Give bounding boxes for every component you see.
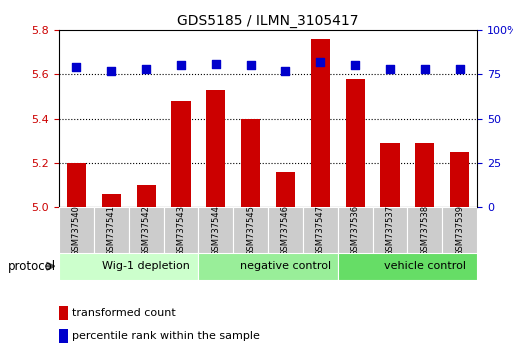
Bar bbox=[102, 194, 121, 207]
Text: GSM737540: GSM737540 bbox=[72, 205, 81, 256]
Bar bbox=[450, 152, 469, 207]
Point bbox=[421, 66, 429, 72]
Point bbox=[456, 66, 464, 72]
Bar bbox=[164, 207, 199, 253]
Bar bbox=[338, 253, 477, 280]
Point bbox=[72, 64, 81, 70]
Text: Wig-1 depletion: Wig-1 depletion bbox=[102, 261, 190, 272]
Bar bbox=[407, 207, 442, 253]
Text: GSM737537: GSM737537 bbox=[385, 205, 394, 256]
Title: GDS5185 / ILMN_3105417: GDS5185 / ILMN_3105417 bbox=[177, 14, 359, 28]
Bar bbox=[59, 329, 68, 343]
Bar bbox=[311, 39, 330, 207]
Text: negative control: negative control bbox=[240, 261, 331, 272]
Point bbox=[386, 66, 394, 72]
Text: GSM737543: GSM737543 bbox=[176, 205, 185, 256]
Text: transformed count: transformed count bbox=[72, 308, 176, 318]
Text: GSM737542: GSM737542 bbox=[142, 205, 151, 256]
Bar bbox=[59, 253, 199, 280]
Point bbox=[142, 66, 150, 72]
Point bbox=[212, 61, 220, 67]
Bar bbox=[241, 119, 260, 207]
Text: GSM737547: GSM737547 bbox=[316, 205, 325, 256]
Bar bbox=[372, 207, 407, 253]
Bar bbox=[381, 143, 400, 207]
Bar bbox=[206, 90, 225, 207]
Bar bbox=[136, 185, 155, 207]
Bar bbox=[67, 163, 86, 207]
Text: GSM737539: GSM737539 bbox=[455, 205, 464, 256]
Text: vehicle control: vehicle control bbox=[384, 261, 466, 272]
Bar bbox=[303, 207, 338, 253]
Point bbox=[177, 63, 185, 68]
Bar bbox=[346, 79, 365, 207]
Text: GSM737541: GSM737541 bbox=[107, 205, 116, 256]
Text: GSM737544: GSM737544 bbox=[211, 205, 220, 256]
Bar bbox=[171, 101, 190, 207]
Bar bbox=[59, 306, 68, 320]
Bar bbox=[442, 207, 477, 253]
Bar bbox=[338, 207, 372, 253]
Point bbox=[281, 68, 289, 74]
Text: protocol: protocol bbox=[8, 260, 56, 273]
Bar bbox=[276, 172, 295, 207]
Point bbox=[107, 68, 115, 74]
Bar bbox=[199, 253, 338, 280]
Bar bbox=[129, 207, 164, 253]
Bar bbox=[94, 207, 129, 253]
Text: GSM737538: GSM737538 bbox=[420, 205, 429, 256]
Bar bbox=[199, 207, 233, 253]
Text: GSM737546: GSM737546 bbox=[281, 205, 290, 256]
Bar bbox=[59, 207, 94, 253]
Bar bbox=[415, 143, 435, 207]
Text: GSM737545: GSM737545 bbox=[246, 205, 255, 256]
Text: GSM737536: GSM737536 bbox=[351, 205, 360, 256]
Bar bbox=[268, 207, 303, 253]
Text: percentile rank within the sample: percentile rank within the sample bbox=[72, 331, 260, 341]
Point bbox=[247, 63, 255, 68]
Point bbox=[351, 63, 359, 68]
Point bbox=[316, 59, 324, 65]
Bar bbox=[233, 207, 268, 253]
